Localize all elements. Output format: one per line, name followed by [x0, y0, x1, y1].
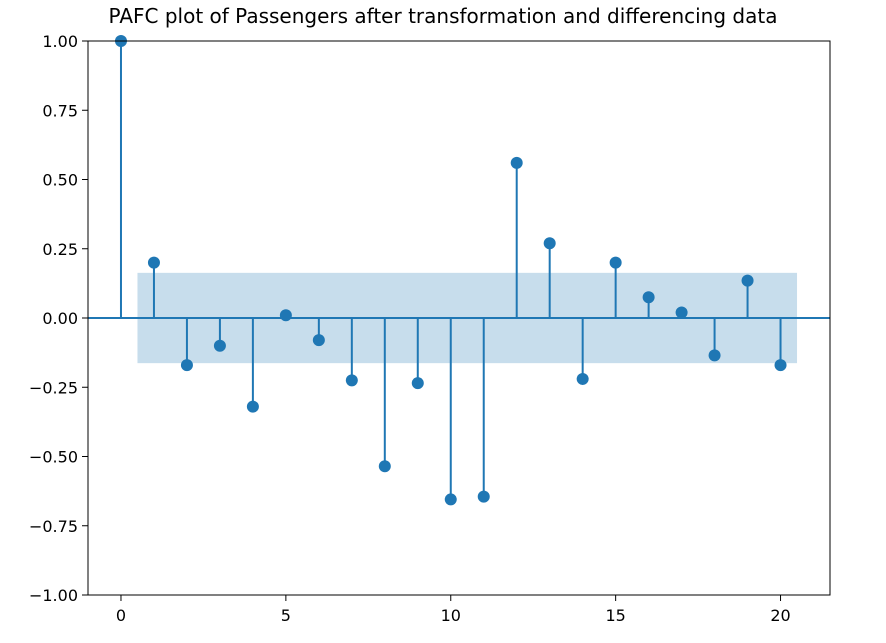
x-tick-label: 0 — [116, 606, 126, 625]
stem-lag-11 — [477, 318, 490, 503]
stem-lag-0 — [114, 35, 127, 318]
stem-marker — [444, 493, 457, 506]
stem-lag-19 — [741, 274, 754, 318]
stem-marker — [675, 306, 688, 319]
y-tick-label: −0.25 — [29, 378, 78, 397]
stem-lag-4 — [246, 318, 259, 413]
stem-marker — [774, 359, 787, 372]
y-tick-label: 0.25 — [42, 240, 78, 259]
stem-marker — [279, 309, 292, 322]
stem-marker — [543, 237, 556, 250]
stem-lag-3 — [213, 318, 226, 352]
stem-marker — [180, 359, 193, 372]
y-tick-label: 0.50 — [42, 171, 78, 190]
stem-marker — [147, 256, 160, 269]
stem-lag-5 — [279, 309, 292, 322]
chart-title: PAFC plot of Passengers after transforma… — [108, 4, 778, 28]
stem-marker — [609, 256, 622, 269]
x-tick-label: 20 — [770, 606, 790, 625]
x-axis: 0 5 10 15 20 — [116, 595, 791, 625]
y-tick-label: 1.00 — [42, 32, 78, 51]
stem-marker — [576, 372, 589, 385]
stem-lag-16 — [642, 291, 655, 318]
stem-lag-14 — [576, 318, 589, 385]
y-tick-label: 0.00 — [42, 309, 78, 328]
y-tick-label: −0.75 — [29, 517, 78, 536]
stem-marker — [378, 460, 391, 473]
stem-lag-15 — [609, 256, 622, 318]
stem-marker — [213, 339, 226, 352]
stem-lag-6 — [312, 318, 325, 347]
stem-marker — [345, 374, 358, 387]
stems-layer — [114, 35, 787, 506]
stem-lag-13 — [543, 237, 556, 318]
x-tick-label: 15 — [605, 606, 625, 625]
y-tick-label: −1.00 — [29, 586, 78, 605]
stem-marker — [741, 274, 754, 287]
stem-marker — [642, 291, 655, 304]
stem-lag-10 — [444, 318, 457, 506]
stem-marker — [312, 334, 325, 347]
stem-marker — [510, 156, 523, 169]
stem-marker — [708, 349, 721, 362]
x-tick-label: 10 — [441, 606, 461, 625]
stem-lag-18 — [708, 318, 721, 362]
stem-lag-7 — [345, 318, 358, 387]
y-tick-label: 0.75 — [42, 101, 78, 120]
stem-lag-17 — [675, 306, 688, 319]
x-tick-label: 5 — [281, 606, 291, 625]
stem-lag-1 — [147, 256, 160, 318]
y-tick-label: −0.50 — [29, 448, 78, 467]
y-axis: 1.00 0.75 0.50 0.25 0.00 −0.25 −0.50 −0.75 −1.00 — [29, 32, 88, 605]
stem-lag-12 — [510, 156, 523, 318]
stem-lag-2 — [180, 318, 193, 372]
stem-lag-20 — [774, 318, 787, 372]
stem-marker — [477, 490, 490, 503]
stem-marker — [411, 377, 424, 390]
stem-marker — [246, 400, 259, 413]
stem-lag-8 — [378, 318, 391, 473]
stem-lag-9 — [411, 318, 424, 390]
